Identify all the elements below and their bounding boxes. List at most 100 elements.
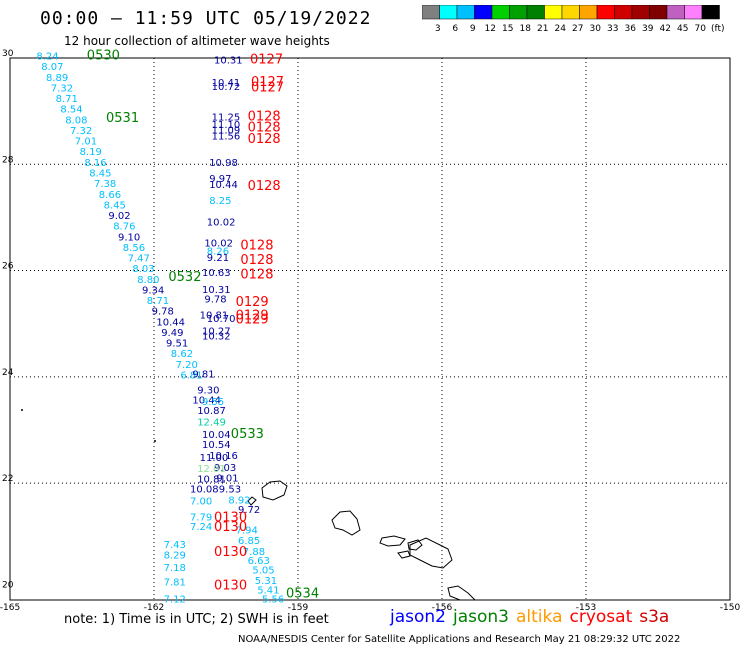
- island-coastline: [379, 535, 406, 547]
- wave-height-value: 8.66: [99, 190, 121, 201]
- wave-height-value: 10.44: [192, 395, 221, 406]
- wave-height-value: 10.27: [202, 326, 231, 337]
- map-subtitle: 12 hour collection of altimeter wave hei…: [64, 34, 330, 48]
- pass-time-label: 0128: [248, 132, 281, 147]
- pass-time-label: 0128: [240, 238, 273, 253]
- pass-time-label: 0128: [240, 268, 273, 283]
- wave-height-value: 8.89: [46, 73, 68, 84]
- pass-time-label: 0127: [251, 80, 284, 95]
- wave-height-value: 7.24: [190, 522, 212, 533]
- wave-height-value: 10.98: [209, 158, 238, 169]
- pass-time-label: 0533: [231, 427, 264, 442]
- scale-label: 42: [660, 24, 671, 34]
- pass-time-label: 0130: [214, 520, 247, 535]
- legend-item-s3a: s3a: [639, 607, 670, 627]
- wave-height-value: 10.81: [200, 310, 229, 321]
- pass-time-label: 0129: [236, 308, 269, 323]
- wave-height-value: 6.85: [238, 536, 260, 547]
- wave-height-value: 7.43: [164, 540, 186, 551]
- scale-label: 36: [625, 24, 637, 34]
- wave-height-value: 11.09: [212, 125, 241, 136]
- wave-height-value: 9.49: [161, 328, 183, 339]
- scale-label: 30: [590, 24, 602, 34]
- wave-height-value: 8.76: [113, 222, 135, 233]
- pass-time-label: 0128: [248, 120, 281, 135]
- longitude-tick-label: -162: [144, 603, 164, 613]
- wave-height-value: 7.32: [51, 83, 73, 94]
- wave-height-value: 7.01: [75, 137, 97, 148]
- scale-label: 70: [695, 24, 707, 34]
- pass-time-label: 0128: [248, 110, 281, 125]
- pass-time-label: 0534: [286, 586, 319, 601]
- pass-time-label: 0127: [251, 75, 284, 90]
- wave-height-value: 8.62: [171, 349, 193, 360]
- wave-height-value: 7.47: [128, 254, 150, 265]
- wave-height-value: 10.02: [204, 239, 233, 250]
- wave-height-value: 8.80: [137, 275, 159, 286]
- wave-height-value: 8.16: [84, 158, 106, 169]
- map-title: 00:00 – 11:59 UTC 05/19/2022: [40, 8, 372, 29]
- wave-height-value: 10.44: [209, 180, 238, 191]
- island-coastline: [247, 496, 257, 506]
- scale-label: 21: [537, 24, 548, 34]
- wave-height-value: 9.78: [152, 307, 174, 318]
- latitude-tick-label: 26: [2, 262, 14, 272]
- pass-time-label: 0130: [214, 578, 247, 593]
- wave-height-value: 10.44: [156, 317, 185, 328]
- scale-label: 18: [520, 24, 532, 34]
- wave-height-value: 5.41: [257, 586, 279, 597]
- wave-height-value: 10.41: [212, 78, 241, 89]
- scale-label: 15: [502, 24, 513, 34]
- wave-height-value: 7.88: [243, 547, 265, 558]
- scale-swatch: [701, 5, 720, 20]
- wave-height-value: 10.54: [202, 440, 231, 451]
- wave-height-value: 7.81: [164, 578, 186, 589]
- wave-height-value: 9.03: [214, 463, 236, 474]
- wave-height-value: 8.56: [123, 243, 145, 254]
- satellite-legend: jason2 jason3 altika cryosat s3a: [390, 607, 676, 627]
- wave-height-value: 7.32: [70, 126, 92, 137]
- wave-height-value: 9.72: [238, 505, 260, 516]
- map-frame: [9, 57, 731, 601]
- wave-height-value: 8.19: [80, 147, 102, 158]
- wave-height-value: 11.56: [212, 131, 241, 142]
- wave-height-value: 8.08: [65, 115, 87, 126]
- wave-height-value: 8.71: [56, 94, 78, 105]
- wave-height-value: 9.81: [192, 369, 214, 380]
- wave-height-value: 8.03: [132, 264, 154, 275]
- wave-height-value: 9.34: [142, 285, 164, 296]
- pass-time-label: 0129: [236, 295, 269, 310]
- scale-label: 39: [642, 24, 654, 34]
- wave-height-value: 8.24: [36, 52, 58, 63]
- wave-height-value: 5.56: [262, 595, 284, 606]
- wave-height-value: 10.16: [209, 451, 238, 462]
- wave-height-value: 9.97: [209, 174, 231, 185]
- latitude-tick-label: 24: [2, 368, 14, 378]
- wave-height-value: 9.02: [108, 211, 130, 222]
- wave-height-value: 5.31: [255, 576, 277, 587]
- wave-height-value: 8.25: [209, 196, 231, 207]
- wave-height-value: 7.94: [236, 526, 258, 537]
- wave-height-value: 10.08: [190, 485, 219, 496]
- wave-height-value: 8.45: [104, 200, 126, 211]
- wave-height-value: 10.02: [207, 217, 236, 228]
- scale-label: 6: [452, 24, 458, 34]
- pass-time-label: 0532: [168, 270, 201, 285]
- scale-label: 33: [607, 24, 618, 34]
- legend-item-jason3: jason3: [453, 607, 509, 627]
- longitude-tick-label: -165: [0, 603, 20, 613]
- pass-time-label: 0128: [240, 253, 273, 268]
- credit-footer: NOAA/NESDIS Center for Satellite Applica…: [238, 634, 681, 645]
- wave-height-color-scale: 3 6 9 12 15 18 21 24 27 30 33 36 39 42 45 70 (ft): [422, 5, 725, 34]
- wave-height-value: 8.71: [147, 296, 169, 307]
- wave-height-value: 7.00: [190, 496, 212, 507]
- legend-item-altika: altika: [516, 607, 563, 627]
- wave-height-value: 10.70: [207, 314, 236, 325]
- wave-height-value: 7.18: [164, 563, 186, 574]
- wave-height-value: 5.05: [252, 565, 274, 576]
- wave-height-value: 9.78: [204, 294, 226, 305]
- wave-height-value: 9.55: [202, 397, 224, 408]
- wave-height-value: 11.10: [212, 120, 241, 131]
- longitude-tick-label: -153: [576, 603, 596, 613]
